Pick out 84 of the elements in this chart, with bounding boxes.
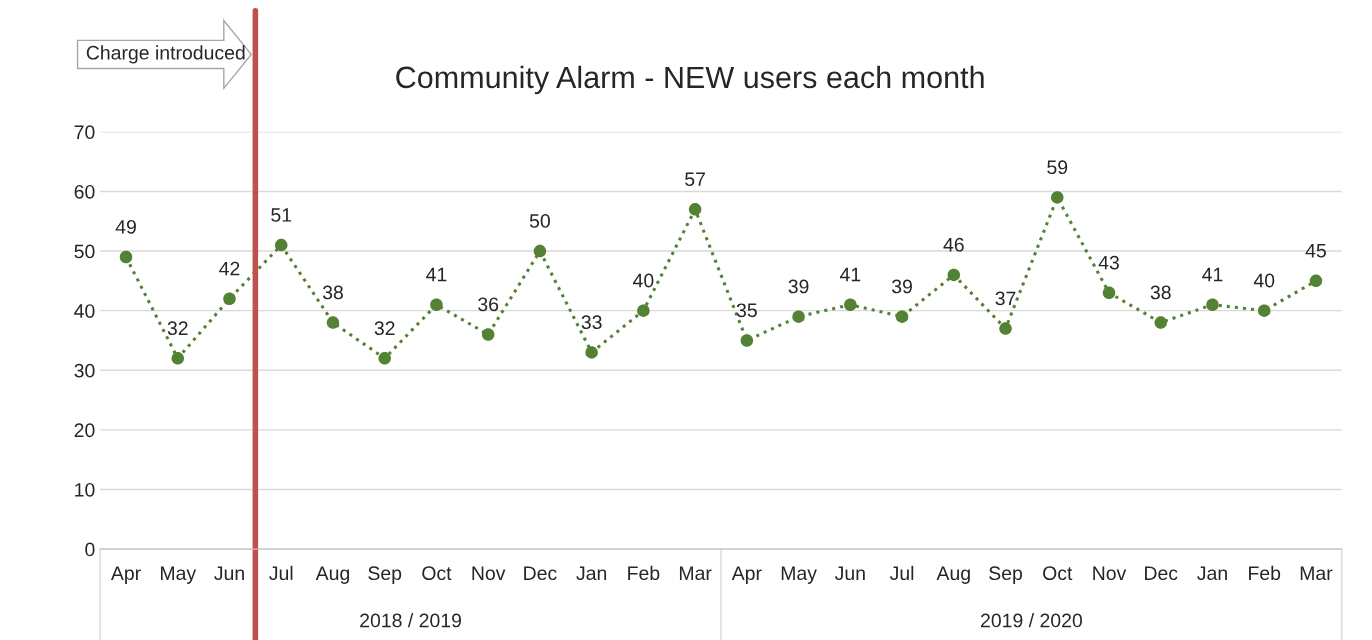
x-tick-label: Apr	[731, 566, 762, 584]
point	[1051, 191, 1064, 204]
y-tick-label: 30	[74, 363, 95, 378]
data-label: 41	[1202, 267, 1223, 282]
text: 2018 / 2019	[360, 613, 462, 628]
point	[688, 203, 702, 216]
point	[481, 328, 495, 341]
data-label: 51	[271, 208, 292, 222]
y-tick-label: 40	[74, 304, 95, 318]
point	[947, 268, 961, 282]
x-tick-label: Oct	[422, 566, 452, 581]
data-label: 38	[322, 285, 343, 300]
data-label: 41	[839, 267, 861, 282]
x-tick-label: May	[781, 566, 817, 584]
point	[895, 310, 909, 323]
y-tick-label: 50	[74, 244, 95, 259]
x-tick-label: May	[160, 566, 197, 584]
point	[430, 298, 443, 311]
point	[792, 310, 805, 323]
data-label: 42	[219, 261, 240, 276]
text: 2019 / 2020	[981, 613, 1083, 628]
point	[1257, 304, 1271, 317]
chart-title: Community Alarm - NEW users each month	[396, 65, 984, 95]
point	[223, 292, 236, 305]
point	[1154, 316, 1167, 329]
data-label: 59	[1047, 160, 1068, 175]
x-tick-label: Aug	[936, 566, 970, 584]
x-tick-label: Jan	[1197, 566, 1227, 581]
data-label: 37	[995, 291, 1016, 306]
point	[171, 352, 185, 365]
x-tick-label: Mar	[679, 566, 712, 581]
point	[1102, 286, 1116, 300]
data-label: 40	[633, 273, 654, 288]
point	[999, 322, 1012, 335]
x-tick-label: Apr	[110, 566, 141, 584]
data-label: 35	[736, 303, 757, 318]
x-tick-label: Feb	[628, 565, 660, 581]
data-label: 50	[529, 214, 550, 228]
x-tick-label: Feb	[1249, 565, 1281, 581]
x-tick-label: Nov	[1093, 566, 1127, 581]
x-tick-label: Jul	[269, 565, 293, 581]
data-label: 57	[685, 172, 705, 187]
x-tick-label: Jun	[834, 566, 865, 581]
x-tick-label: Oct	[1043, 566, 1073, 581]
x-tick-label: Nov	[472, 566, 506, 581]
data-label: 46	[943, 237, 964, 252]
data-label: 39	[788, 279, 809, 294]
data-label: 33	[581, 315, 602, 330]
point	[326, 316, 340, 329]
x-tick-label: Dec	[524, 566, 557, 581]
x-tick-label: Mar	[1300, 566, 1333, 581]
point	[1206, 298, 1219, 311]
data-label: 32	[167, 321, 188, 336]
data-label: 39	[891, 279, 912, 294]
data-label: 36	[478, 297, 499, 312]
x-tick-label: Jun	[214, 566, 244, 581]
y-tick-label: 0	[85, 542, 95, 557]
data-label: 32	[374, 321, 395, 336]
x-tick-label: Jan	[576, 566, 607, 581]
y-tick-label: 10	[75, 482, 95, 497]
data-label: 43	[1098, 255, 1119, 270]
y-tick-label: 60	[74, 184, 95, 199]
data-label: 45	[1305, 244, 1326, 258]
data-label: 38	[1150, 285, 1171, 300]
x-tick-label: Sep	[989, 566, 1023, 584]
point	[844, 298, 857, 311]
y-tick-label: 70	[74, 125, 95, 140]
x-tick-label: Dec	[1145, 566, 1178, 581]
point	[637, 304, 650, 317]
x-tick-label: Aug	[315, 566, 350, 584]
data-label: 40	[1253, 273, 1275, 288]
point	[274, 238, 288, 252]
data-label: 49	[115, 219, 136, 234]
x-tick-label: Sep	[368, 566, 402, 584]
x-tick-label: Jul	[889, 565, 914, 581]
point	[585, 346, 598, 359]
point	[378, 352, 391, 365]
point	[1309, 274, 1323, 288]
point	[740, 334, 754, 347]
data-label: 41	[426, 267, 447, 282]
ref-line-label: Charge introduced	[86, 45, 245, 64]
point	[119, 250, 133, 264]
point	[533, 244, 547, 258]
y-tick-label: 20	[74, 423, 95, 438]
